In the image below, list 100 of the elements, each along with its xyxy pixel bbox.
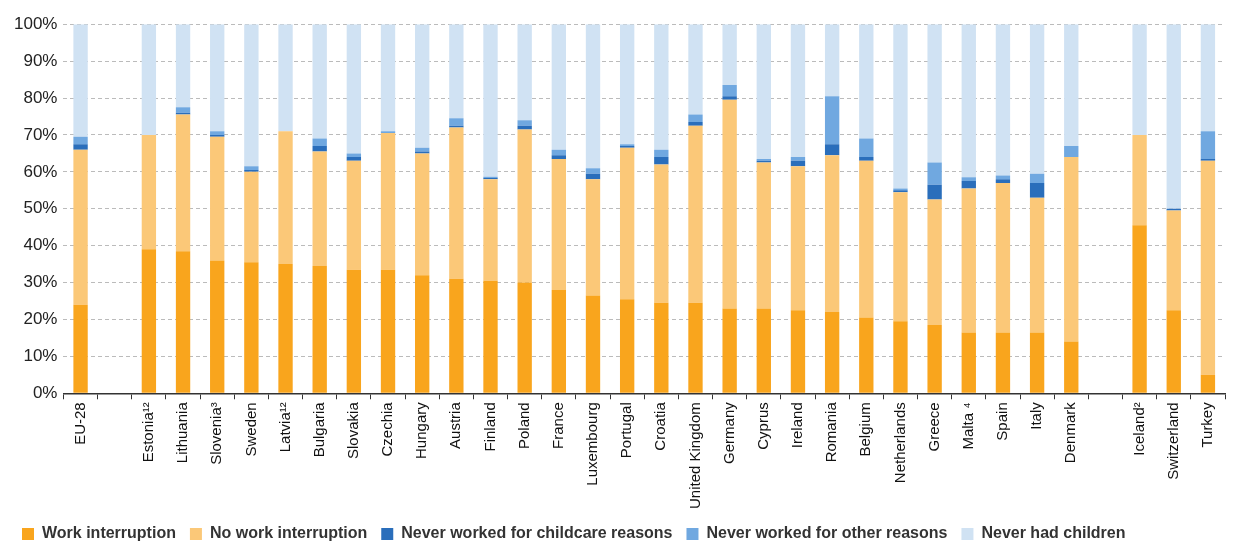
bar	[415, 275, 430, 393]
bar	[824, 96, 840, 145]
bar	[927, 184, 942, 200]
x-tick-label: Lithuania	[173, 401, 191, 464]
bar	[449, 24, 464, 119]
bar	[346, 157, 362, 161]
bar	[859, 138, 874, 158]
x-tick-label: Estonia¹²	[139, 402, 157, 463]
y-tick-label: 20%	[23, 309, 58, 329]
bar	[722, 24, 737, 86]
bar	[1029, 173, 1045, 183]
bar	[1200, 24, 1216, 132]
bar	[415, 153, 430, 276]
x-tick-label: France	[548, 402, 566, 449]
x-tick-label: Germany	[719, 401, 737, 464]
x-tick-label: United Kingdom	[685, 402, 703, 510]
x-tick-label: Latvia¹²	[275, 402, 293, 453]
legend-label: Never worked for other reasons	[706, 524, 948, 542]
bar	[927, 199, 942, 325]
bar	[756, 162, 771, 309]
bar	[1029, 332, 1045, 393]
bar	[73, 24, 88, 137]
bar	[927, 324, 942, 393]
bar	[824, 144, 840, 156]
bar	[585, 295, 601, 393]
x-tick-label: Czechia	[378, 401, 396, 457]
bar	[73, 144, 88, 150]
bar	[551, 289, 567, 393]
bar	[585, 179, 601, 296]
bar	[654, 149, 669, 158]
bar	[1132, 134, 1147, 226]
x-tick-label: Sweden	[241, 402, 259, 457]
bar	[73, 149, 88, 305]
bar	[141, 249, 157, 393]
bar	[1132, 24, 1147, 135]
bar	[585, 24, 601, 169]
x-tick-label: Croatia	[651, 401, 669, 451]
y-tick-label: 70%	[23, 124, 58, 144]
bar	[483, 24, 498, 177]
bar	[859, 157, 874, 161]
x-tick-label: Hungary	[412, 401, 430, 459]
x-tick-label: Italy	[1027, 401, 1045, 430]
bar	[995, 24, 1011, 176]
bar	[1029, 197, 1045, 333]
y-tick-label: 40%	[23, 235, 58, 255]
bar	[312, 138, 327, 146]
bar	[756, 308, 771, 393]
bar	[449, 278, 464, 393]
bar	[654, 164, 669, 303]
x-tick-label: Ireland	[788, 402, 806, 449]
bar	[1029, 182, 1045, 198]
bar	[1200, 374, 1216, 393]
bar	[278, 24, 293, 132]
bar	[312, 24, 327, 139]
x-tick-label: Netherlands	[890, 402, 908, 484]
bar	[1200, 160, 1216, 375]
bar	[585, 168, 601, 174]
bar	[449, 118, 464, 126]
bar	[688, 302, 703, 393]
bar	[1166, 310, 1181, 393]
bar	[141, 134, 157, 250]
bar	[483, 280, 498, 393]
bar	[175, 251, 191, 393]
bar	[380, 133, 396, 270]
bar	[1064, 341, 1079, 393]
bar	[1029, 24, 1045, 174]
bar	[175, 114, 191, 252]
bar	[312, 151, 327, 266]
bar	[346, 153, 362, 158]
bar	[722, 85, 737, 97]
bar	[1166, 210, 1181, 311]
bar	[654, 302, 669, 393]
bar	[619, 24, 635, 145]
bar	[551, 24, 567, 150]
bar	[1064, 145, 1079, 158]
bar	[517, 24, 532, 121]
x-tick-label: Slovenia³	[207, 402, 225, 465]
bar	[722, 99, 737, 309]
bar	[415, 24, 430, 148]
bar	[517, 120, 532, 126]
bar	[859, 24, 874, 139]
bar	[961, 181, 976, 189]
bar	[961, 188, 976, 333]
bar	[961, 24, 976, 178]
bar	[1166, 24, 1181, 209]
bar	[141, 24, 157, 135]
x-tick-label: Iceland²	[1129, 402, 1147, 456]
bar	[688, 24, 703, 115]
x-tick-label: Cyprus	[753, 402, 771, 450]
bar	[859, 317, 874, 393]
x-tick-label: Romania	[822, 401, 840, 463]
bar	[551, 155, 567, 159]
y-tick-label: 60%	[23, 161, 58, 181]
bar	[210, 24, 225, 132]
bar	[790, 166, 806, 311]
bar	[688, 122, 703, 126]
bar	[278, 264, 293, 393]
x-tick-label: Malta ⁴	[958, 402, 976, 450]
bar	[756, 24, 771, 159]
legend-label: No work interruption	[209, 524, 368, 542]
